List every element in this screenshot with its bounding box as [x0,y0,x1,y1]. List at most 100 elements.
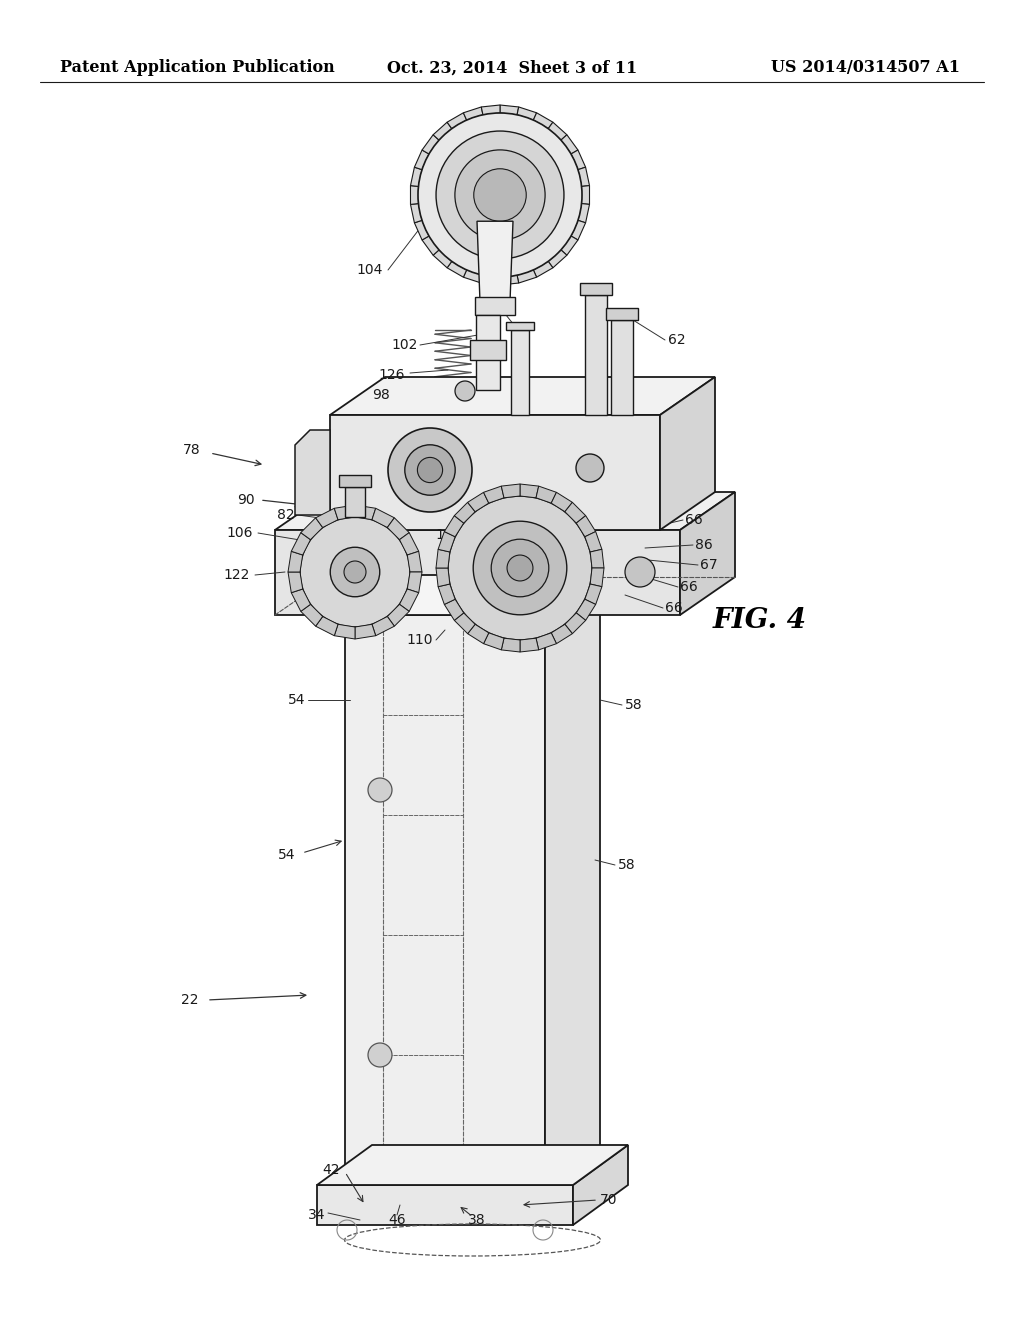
Polygon shape [408,572,422,593]
Text: 104: 104 [356,263,383,277]
Text: 94: 94 [482,304,500,317]
Polygon shape [517,269,537,282]
Circle shape [575,454,604,482]
Polygon shape [433,249,452,268]
Circle shape [368,777,392,803]
Polygon shape [565,503,586,523]
Circle shape [473,521,567,615]
Polygon shape [447,261,467,277]
Polygon shape [415,150,429,170]
Circle shape [492,539,549,597]
Polygon shape [387,517,410,540]
Circle shape [625,557,655,587]
Polygon shape [578,168,590,186]
Polygon shape [288,572,303,593]
Polygon shape [534,261,553,277]
Circle shape [455,150,545,240]
Text: 106: 106 [226,525,253,540]
Text: US 2014/0314507 A1: US 2014/0314507 A1 [771,59,961,77]
Polygon shape [561,236,578,255]
Polygon shape [502,638,520,652]
Circle shape [300,517,410,627]
Polygon shape [315,616,338,636]
Polygon shape [551,624,572,644]
Polygon shape [483,632,504,649]
Polygon shape [275,492,735,531]
Polygon shape [444,599,464,620]
Polygon shape [468,492,488,512]
Polygon shape [355,506,376,520]
Polygon shape [511,330,529,414]
Circle shape [368,1043,392,1067]
Polygon shape [330,414,660,531]
Text: 58: 58 [618,858,636,873]
Polygon shape [565,612,586,634]
Polygon shape [500,275,519,285]
Polygon shape [520,484,539,498]
Polygon shape [415,220,429,240]
Polygon shape [295,430,330,515]
Polygon shape [317,1185,573,1225]
Polygon shape [585,532,602,552]
Polygon shape [577,516,596,537]
Polygon shape [315,508,338,528]
Polygon shape [476,315,500,389]
Polygon shape [317,1144,628,1185]
Text: 34: 34 [307,1208,325,1222]
Polygon shape [438,532,455,552]
Text: 54: 54 [288,693,305,708]
Circle shape [388,428,472,512]
Text: 82: 82 [278,508,295,521]
Polygon shape [355,624,376,639]
Polygon shape [291,589,310,611]
Polygon shape [520,638,539,652]
Text: 126: 126 [379,368,406,381]
Polygon shape [455,612,475,634]
Polygon shape [548,249,567,268]
Polygon shape [436,568,450,586]
Polygon shape [455,503,475,523]
Polygon shape [447,112,467,128]
Polygon shape [582,186,590,205]
Polygon shape [468,624,488,644]
Text: 102: 102 [391,338,418,352]
Circle shape [295,557,325,587]
Polygon shape [502,484,520,498]
Text: 98: 98 [373,388,390,403]
Polygon shape [551,492,572,512]
Polygon shape [536,632,556,649]
Text: 110: 110 [407,634,433,647]
Polygon shape [372,508,394,528]
Text: 58: 58 [625,698,643,711]
Polygon shape [345,487,365,517]
Polygon shape [561,135,578,154]
Text: 38: 38 [468,1213,485,1228]
Polygon shape [339,475,371,487]
Text: 22: 22 [180,993,198,1007]
Polygon shape [571,150,586,170]
Text: 42: 42 [323,1163,340,1177]
Polygon shape [483,486,504,503]
Polygon shape [411,168,422,186]
Circle shape [418,114,582,277]
Text: 134: 134 [435,528,462,543]
Circle shape [344,561,366,583]
Polygon shape [372,616,394,636]
Polygon shape [399,589,419,611]
Text: 66: 66 [665,601,683,615]
Text: Patent Application Publication: Patent Application Publication [60,59,335,77]
Polygon shape [590,568,604,586]
Polygon shape [411,186,419,205]
Polygon shape [606,308,638,319]
Polygon shape [334,624,355,639]
Polygon shape [422,236,439,255]
Polygon shape [411,203,422,223]
Polygon shape [275,531,680,615]
Polygon shape [548,123,567,140]
Polygon shape [464,269,483,282]
Polygon shape [481,106,500,115]
Polygon shape [330,378,715,414]
Text: 54: 54 [278,847,295,862]
Polygon shape [577,599,596,620]
Circle shape [331,548,380,597]
